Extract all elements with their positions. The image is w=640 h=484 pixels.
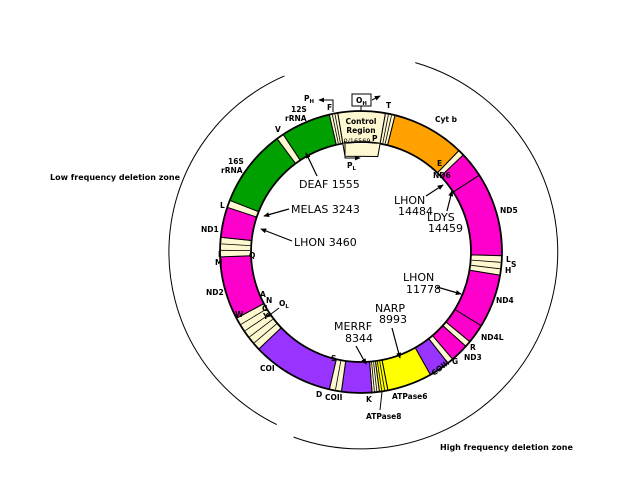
trna-r-label: R xyxy=(470,343,476,352)
mutation-label-narp-8993-line2: 8993 xyxy=(379,313,407,326)
atpase6-label: ATPase6 xyxy=(392,392,427,401)
position-zero-label: 0/16569 xyxy=(343,137,370,145)
trna-g-label: G xyxy=(452,357,458,366)
high-frequency-zone-label: High frequency deletion zone xyxy=(440,443,573,452)
nd2-label: ND2 xyxy=(206,288,224,297)
trna-m-label: M xyxy=(215,258,222,267)
control-region-label-line1: Control xyxy=(345,117,376,126)
trna-y-label: Y xyxy=(262,312,269,321)
trna-q-label: Q xyxy=(249,251,255,260)
mutation-label-merrf-8344-line2: 8344 xyxy=(345,332,373,345)
rrna12s-label-line1: 12S xyxy=(291,105,307,114)
trna-w-label: W xyxy=(235,310,244,319)
nd4l-label: ND4L xyxy=(481,333,504,342)
nd6-label: ND6 xyxy=(433,171,451,180)
segment-coii xyxy=(341,361,372,393)
nd1-label: ND1 xyxy=(201,225,219,234)
mutation-label-ldys-14459-line2: 14459 xyxy=(428,222,463,235)
trna-d-label: D xyxy=(316,390,322,399)
trna-s2-label: S xyxy=(511,260,516,269)
mutation-label-lhon-11778-line2: 11778 xyxy=(406,283,441,296)
mutation-label-deaf-1555-line1: DEAF 1555 xyxy=(299,178,360,191)
mutation-label-lhon-3460-line1: LHON 3460 xyxy=(294,236,357,249)
nd4-label: ND4 xyxy=(496,296,514,305)
control-region-box xyxy=(343,144,380,157)
trna-l1-label: L xyxy=(220,201,225,210)
low-frequency-zone-label: Low frequency deletion zone xyxy=(50,173,181,182)
rrna12s-label-line2: rRNA xyxy=(285,114,307,123)
rrna16s-label-line2: rRNA xyxy=(221,166,243,175)
trna-t-label: T xyxy=(386,101,392,110)
nd3-label: ND3 xyxy=(464,353,482,362)
mutation-label-melas-3243-line1: MELAS 3243 xyxy=(291,203,360,216)
trna-h-label: H xyxy=(505,266,511,275)
nd5-label: ND5 xyxy=(500,206,518,215)
rrna16s-label-line1: 16S xyxy=(228,157,244,166)
trna-f-label: F xyxy=(327,103,332,112)
trna-e-label: E xyxy=(437,159,442,168)
coi-label: COI xyxy=(260,364,275,373)
cytb-label: Cyt b xyxy=(435,115,458,124)
trna-s1-label: S xyxy=(331,354,336,363)
atpase8-label: ATPase8 xyxy=(366,412,401,421)
trna-v-label: V xyxy=(275,125,281,134)
coii-label: COII xyxy=(325,393,343,402)
trna-p-label: P xyxy=(372,134,378,143)
